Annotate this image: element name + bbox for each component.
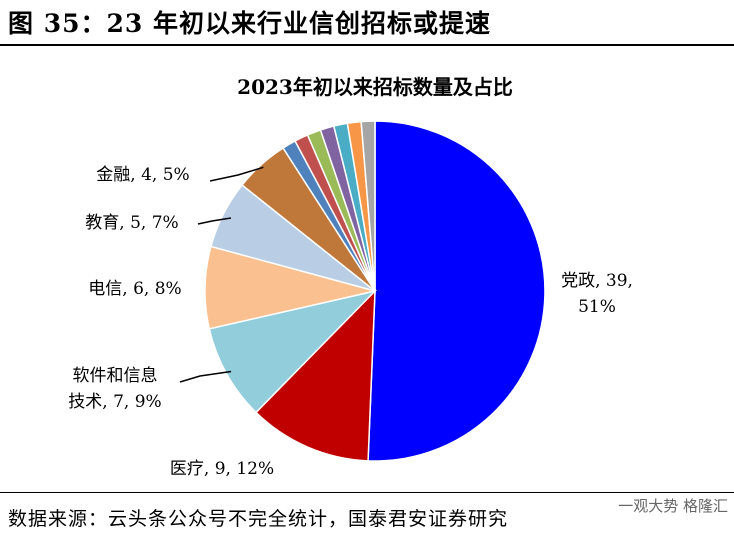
top-rule xyxy=(0,44,734,46)
source-note: 数据来源：云头条公众号不完全统计，国泰君安证券研究 xyxy=(8,508,509,530)
pie-slice-2 xyxy=(208,289,378,414)
watermark: 一观大势 格隆汇 xyxy=(618,497,728,515)
pie-slice-12 xyxy=(360,120,376,292)
slice-label-3-line-0: 电信, 6, 8% xyxy=(88,279,181,299)
bottom-rule xyxy=(0,492,734,493)
pie-slice-1 xyxy=(254,289,376,462)
pie-slices xyxy=(204,120,546,462)
slice-label-4-line-0: 教育, 5, 7% xyxy=(85,213,178,233)
slice-label-0-line-1: 51% xyxy=(578,297,616,317)
chart-title: 2023年初以来招标数量及占比 xyxy=(237,75,513,99)
pie-slice-0 xyxy=(367,120,546,462)
slice-label-0-line-0: 党政, 39, xyxy=(561,271,633,291)
leader-finance xyxy=(209,166,264,182)
slice-label-finance: 金融, 4, 5% xyxy=(96,165,189,185)
slice-label-2-line-1: 技术, 7, 9% xyxy=(68,392,161,412)
figure-title: 图 35：23 年初以来行业信创招标或提速 xyxy=(8,9,491,38)
slice-label-1-line-0: 医疗, 9, 12% xyxy=(170,459,274,479)
slice-label-2-line-0: 软件和信息 xyxy=(73,366,158,386)
leader-software xyxy=(179,370,232,383)
leader-education xyxy=(197,217,232,225)
leader-lines xyxy=(179,166,264,383)
